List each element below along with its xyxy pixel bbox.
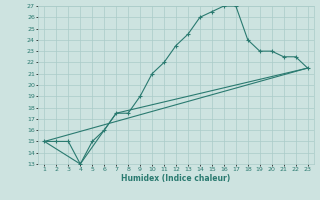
X-axis label: Humidex (Indice chaleur): Humidex (Indice chaleur) (121, 174, 231, 183)
